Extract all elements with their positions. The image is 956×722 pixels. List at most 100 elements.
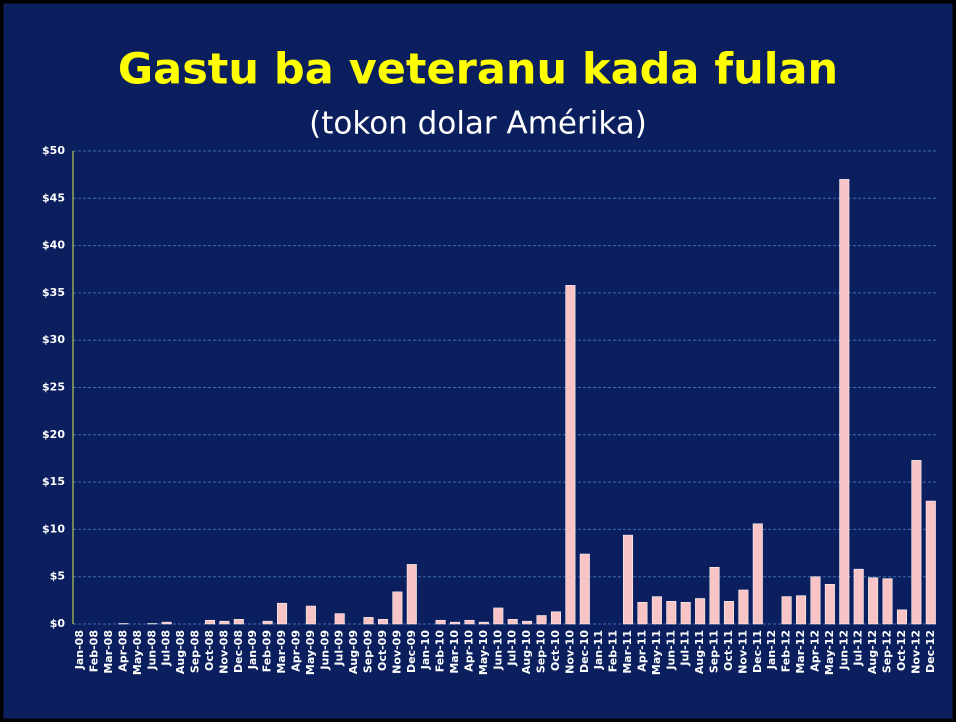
bar [478,621,489,625]
x-tick-label: Jul-12 [852,630,865,667]
bar [723,601,734,625]
bar [824,584,835,625]
bar [204,619,215,625]
x-tick-label: Jul-09 [333,630,346,667]
x-tick-label: Jan-08 [73,630,86,670]
x-tick-label: Apr-09 [289,630,302,672]
x-tick-label: Feb-09 [261,630,274,672]
x-tick-label: Nov-11 [736,630,749,674]
bar [839,179,850,625]
bar [853,568,864,625]
bar [392,591,403,625]
y-tick-label: $10 [42,522,65,535]
x-tick-label: Apr-10 [462,630,475,672]
bar [637,601,648,625]
x-tick-label: Jul-08 [160,630,173,667]
x-tick-label: Jan-09 [246,630,259,670]
bar [565,285,576,625]
x-tick-label: Dec-11 [751,630,764,673]
x-tick-label: Sep-09 [362,630,375,673]
x-tick-label: Apr-12 [808,630,821,672]
x-tick-label: Mar-08 [102,630,115,674]
x-tick-label: Oct-08 [203,630,216,671]
bar [911,460,922,625]
bar [738,589,749,625]
y-tick-label: $0 [50,617,66,630]
x-tick-label: Feb-08 [88,630,101,672]
x-tick-label: Dec-12 [924,630,937,673]
x-tick-label: Mar-09 [275,630,288,674]
x-tick-label: Nov-09 [390,630,403,674]
bar [579,553,590,625]
bar [709,566,720,625]
bar [810,576,821,625]
x-tick-label: Jul-10 [506,630,519,667]
bar [507,619,518,625]
x-tick-label: May-09 [304,630,317,675]
x-tick-label: Mar-12 [794,630,807,674]
bar [262,620,273,625]
y-tick-label: $35 [42,286,65,299]
x-tick-label: Jun-10 [491,630,504,671]
y-tick-label: $5 [50,570,65,583]
x-tick-label: Sep-10 [535,630,548,673]
bar [896,609,907,625]
bar [680,601,691,625]
bar [925,500,936,625]
x-tick-label: May-12 [823,630,836,675]
bar [651,596,662,625]
x-tick-label: Sep-11 [708,630,721,673]
x-tick-label: Apr-11 [635,630,648,672]
x-tick-label: Feb-11 [607,630,620,672]
bar [334,613,345,625]
chart-subtitle: (tokon dolar Amérika) [309,106,647,142]
x-tick-label: Aug-08 [174,630,187,674]
bar [435,619,446,625]
x-tick-label: Jan-12 [765,630,778,670]
bar [493,607,504,625]
bar [550,611,561,625]
y-tick-label: $50 [42,144,65,157]
x-tick-label: Dec-09 [405,630,418,673]
x-tick-label: Nov-10 [563,630,576,674]
y-tick-label: $30 [42,333,65,346]
y-tick-label: $40 [42,239,65,252]
bar [536,615,547,625]
x-tick-label: May-11 [650,630,663,675]
x-tick-label: May-08 [131,630,144,675]
bar [464,619,475,625]
x-tick-label: Oct-09 [376,630,389,671]
x-tick-label: Nov-12 [909,630,922,674]
bar [277,602,288,625]
x-tick-label: May-10 [477,630,490,675]
x-tick-label: Sep-12 [881,630,894,673]
x-tick-label: Jan-11 [592,630,605,670]
x-tick-label: Apr-08 [116,630,129,672]
x-tick-label: Jun-09 [318,630,331,671]
y-tick-label: $45 [42,191,65,204]
x-tick-label: Aug-10 [520,630,533,674]
x-tick-label: Aug-09 [347,630,360,674]
x-tick-label: Sep-08 [189,630,202,673]
bar [406,564,417,625]
bar [522,620,533,625]
bar [752,523,763,625]
x-tick-label: Aug-11 [693,630,706,674]
x-tick-label: Dec-08 [232,630,245,673]
x-tick-label: Oct-11 [722,630,735,671]
bar [233,619,244,625]
y-tick-label: $20 [42,428,65,441]
bar [377,619,388,625]
x-tick-label: Jan-10 [419,630,432,671]
x-tick-label: Jun-11 [664,630,677,671]
x-tick-label: Nov-08 [217,630,230,674]
x-tick-label: Oct-10 [549,630,562,671]
bar [305,605,316,625]
bar [219,620,230,625]
bar [450,621,461,625]
bar [796,595,807,625]
x-tick-label: Mar-11 [621,630,634,674]
x-tick-label: Oct-12 [895,630,908,671]
